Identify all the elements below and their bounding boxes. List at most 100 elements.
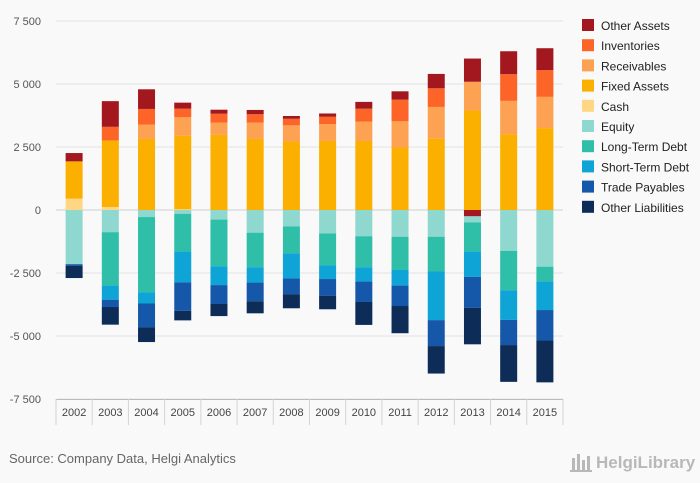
legend-label: Other Assets bbox=[601, 19, 670, 33]
bar-segment bbox=[355, 301, 373, 325]
legend-swatch bbox=[582, 59, 594, 72]
bar-segment bbox=[463, 216, 481, 223]
bar-segment bbox=[65, 161, 83, 199]
legend-swatch bbox=[582, 200, 594, 213]
legend-swatch bbox=[582, 79, 594, 92]
bar-segment bbox=[355, 108, 373, 122]
bar-segment bbox=[282, 118, 300, 126]
legend-label: Equity bbox=[601, 120, 634, 134]
bar-segment bbox=[174, 210, 192, 214]
bar-segment bbox=[463, 251, 481, 277]
bar-segment bbox=[174, 135, 192, 210]
bar-segment bbox=[319, 233, 337, 266]
legend-swatch bbox=[582, 99, 594, 112]
legend-swatch bbox=[582, 39, 594, 52]
bar-segment bbox=[500, 250, 518, 291]
bar-segment bbox=[427, 73, 445, 89]
bar-segment bbox=[246, 122, 264, 139]
bar-segment bbox=[355, 101, 373, 109]
bar-segment bbox=[427, 138, 445, 210]
y-tick-label: -5 000 bbox=[10, 331, 41, 343]
bar-segment bbox=[282, 294, 300, 309]
bar-segment bbox=[463, 58, 481, 82]
bar-segment bbox=[536, 48, 554, 71]
bar-segment bbox=[463, 81, 481, 111]
bar-segment bbox=[500, 345, 518, 382]
bar-segment bbox=[101, 210, 119, 233]
bar-segment bbox=[536, 266, 554, 282]
bar-segment bbox=[210, 266, 228, 286]
y-axis-ticks: 7 500 5 000 2 500 0 -2 500 -5 000 -7 500 bbox=[10, 16, 41, 406]
bar-segment bbox=[391, 269, 409, 286]
bar-segment bbox=[65, 198, 83, 210]
bar-segment bbox=[246, 301, 264, 314]
bar-segment bbox=[65, 265, 83, 279]
x-tick-label: 2005 bbox=[171, 407, 195, 419]
x-tick-label: 2002 bbox=[62, 407, 86, 419]
bar-segment bbox=[355, 281, 373, 302]
legend: Other Assets Inventories Receivables Fixed … bbox=[582, 19, 690, 215]
bar-segment bbox=[500, 100, 518, 135]
bar-segment bbox=[210, 219, 228, 267]
bar-segment bbox=[138, 138, 156, 210]
brand-logo-text: HelgiLibrary bbox=[596, 453, 695, 472]
bar-segment bbox=[536, 128, 554, 210]
x-tick-label: 2007 bbox=[243, 407, 267, 419]
bar-segment bbox=[536, 210, 554, 267]
bar-segment bbox=[463, 307, 481, 345]
bar-segment bbox=[174, 251, 192, 283]
legend-label: Inventories bbox=[601, 39, 660, 53]
bar-segment bbox=[210, 122, 228, 135]
x-tick-label: 2008 bbox=[279, 407, 303, 419]
legend-swatch bbox=[582, 160, 594, 173]
y-tick-label: 2 500 bbox=[13, 142, 41, 154]
x-tick-label: 2013 bbox=[460, 407, 484, 419]
bar-segment bbox=[319, 265, 337, 280]
bar-segment bbox=[210, 113, 228, 123]
bar-segment bbox=[138, 210, 156, 218]
legend-swatch bbox=[582, 180, 594, 193]
bar-segment bbox=[355, 267, 373, 282]
bar-segment bbox=[463, 210, 481, 217]
bar-segment bbox=[427, 320, 445, 347]
legend-label: Cash bbox=[601, 100, 629, 114]
bar-segment bbox=[282, 116, 300, 119]
bar-segment bbox=[463, 110, 481, 210]
bar-segment bbox=[319, 279, 337, 296]
bar-segment bbox=[391, 121, 409, 148]
bar-segment bbox=[210, 210, 228, 220]
bar-segment bbox=[246, 138, 264, 210]
x-tick-label: 2006 bbox=[207, 407, 231, 419]
legend-swatch bbox=[582, 19, 594, 31]
bar-segment bbox=[246, 282, 264, 302]
bar-segment bbox=[355, 236, 373, 268]
bar-segment bbox=[500, 319, 518, 346]
bar-segment bbox=[391, 306, 409, 334]
bar-segment bbox=[500, 51, 518, 75]
y-tick-label: 5 000 bbox=[13, 79, 41, 91]
bar-segment bbox=[65, 210, 83, 265]
bar-segment bbox=[282, 226, 300, 254]
bar-segment bbox=[138, 327, 156, 343]
bar-segment bbox=[101, 206, 119, 210]
x-tick-label: 2004 bbox=[134, 407, 158, 419]
bar-segment bbox=[391, 210, 409, 237]
legend-swatch bbox=[582, 140, 594, 153]
legend-label: Fixed Assets bbox=[601, 80, 669, 94]
bar-segment bbox=[391, 99, 409, 122]
bar-segment bbox=[246, 232, 264, 268]
bar-segment bbox=[210, 303, 228, 317]
bar-segment bbox=[427, 106, 445, 139]
bar-segment bbox=[138, 217, 156, 293]
bar-segment bbox=[319, 295, 337, 310]
bar-segment bbox=[500, 210, 518, 251]
x-tick-label: 2009 bbox=[315, 407, 339, 419]
bar-segment bbox=[463, 222, 481, 252]
brand-logo: HelgiLibrary bbox=[570, 446, 696, 476]
x-tick-label: 2011 bbox=[388, 407, 412, 419]
x-tick-label: 2012 bbox=[424, 407, 448, 419]
bar-segment bbox=[391, 147, 409, 210]
bar-segment bbox=[391, 91, 409, 100]
bar-segment bbox=[391, 236, 409, 270]
bar-segment bbox=[174, 310, 192, 321]
